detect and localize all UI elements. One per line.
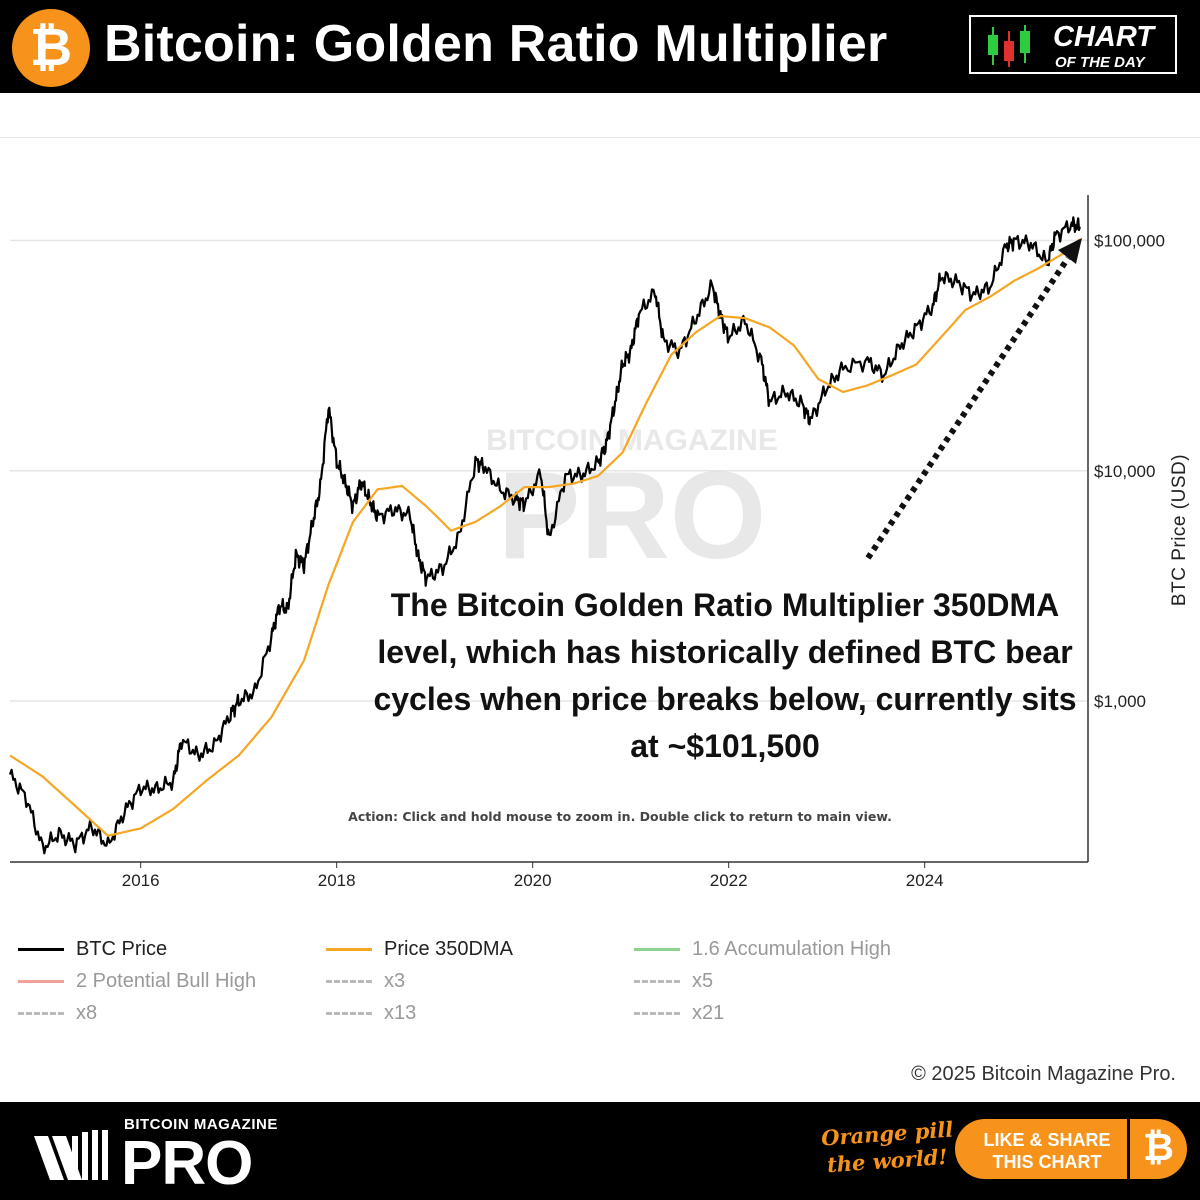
- bitcoin-logo-icon: ₿: [12, 9, 90, 87]
- watermark-text-main: PRO: [498, 447, 767, 585]
- share-line1: LIKE & SHARE: [983, 1130, 1111, 1150]
- legend-item[interactable]: 1.6 Accumulation High: [634, 938, 891, 961]
- footer-bar: BITCOIN MAGAZINE PRO Orange pill the wor…: [0, 1102, 1200, 1200]
- x-tick-label: 2016: [122, 871, 160, 890]
- legend-item[interactable]: Price 350DMA: [326, 938, 513, 961]
- annotation-arrow-line: [865, 256, 1071, 560]
- legend-item[interactable]: x3: [326, 970, 405, 993]
- dma-350-line: [9, 238, 1081, 837]
- annotation-arrowhead-icon: [1058, 238, 1082, 264]
- legend-swatch: [326, 980, 372, 983]
- legend-swatch: [326, 948, 372, 951]
- x-tick-label: 2022: [710, 871, 748, 890]
- legend-swatch: [634, 980, 680, 983]
- legend-item[interactable]: x21: [634, 1002, 724, 1025]
- legend-item[interactable]: x5: [634, 970, 713, 993]
- legend-label: x21: [692, 1002, 725, 1024]
- divider: [0, 137, 1200, 138]
- legend-item[interactable]: BTC Price: [18, 938, 167, 961]
- legend-swatch: [634, 1012, 680, 1015]
- legend-label: x3: [384, 970, 406, 992]
- legend-label: x5: [692, 970, 714, 992]
- legend-item[interactable]: 2 Potential Bull High: [18, 970, 256, 993]
- x-tick-label: 2018: [318, 871, 356, 890]
- page-title: Bitcoin: Golden Ratio Multiplier: [104, 15, 888, 73]
- legend-swatch: [326, 1012, 372, 1015]
- legend-swatch: [634, 948, 680, 951]
- like-share-button[interactable]: LIKE & SHARE THIS CHART ₿: [955, 1119, 1187, 1179]
- footer-brand-pro: PRO: [121, 1129, 253, 1198]
- legend-swatch: [18, 980, 64, 983]
- share-line2: THIS CHART: [992, 1152, 1102, 1172]
- y-tick-label: $1,000: [1094, 692, 1146, 711]
- y-tick-label: $10,000: [1094, 462, 1155, 481]
- x-tick-label: 2024: [906, 871, 944, 890]
- chart-of-the-day-badge: CHART OF THE DAY: [969, 15, 1177, 74]
- copyright: © 2025 Bitcoin Magazine Pro.: [911, 1063, 1176, 1085]
- bitcoin-magazine-logo-icon: [34, 1130, 108, 1180]
- legend-label: x13: [384, 1002, 417, 1024]
- legend-label: 1.6 Accumulation High: [692, 938, 892, 960]
- y-axis-title: BTC Price (USD): [1169, 453, 1190, 607]
- btc-price-line: [8, 216, 1081, 855]
- header-bar: ₿ Bitcoin: Golden Ratio Multiplier CHART…: [0, 0, 1200, 93]
- chart-annotation: The Bitcoin Golden Ratio Multiplier 350D…: [373, 587, 1077, 764]
- zoom-hint: Action: Click and hold mouse to zoom in.…: [348, 809, 892, 824]
- y-tick-label: $100,000: [1094, 232, 1165, 251]
- legend-label: BTC Price: [76, 938, 168, 960]
- candlestick-icon: [988, 25, 1030, 67]
- watermark-text-top: BITCOIN MAGAZINE: [486, 424, 778, 457]
- legend-label: Price 350DMA: [384, 938, 513, 960]
- legend-label: 2 Potential Bull High: [76, 970, 257, 992]
- x-tick-label: 2020: [514, 871, 552, 890]
- legend-swatch: [18, 948, 64, 951]
- legend-swatch: [18, 1012, 64, 1015]
- bitcoin-icon: ₿: [1143, 1125, 1174, 1169]
- tagline: Orange pill the world!: [820, 1115, 956, 1178]
- share-divider: [1127, 1119, 1130, 1179]
- legend-label: x8: [76, 1002, 98, 1024]
- footer-brand-top: BITCOIN MAGAZINE: [124, 1116, 278, 1133]
- legend-item[interactable]: x13: [326, 1002, 416, 1025]
- legend-item[interactable]: x8: [18, 1002, 97, 1025]
- badge-line2: OF THE DAY: [1055, 54, 1145, 71]
- badge-line1: CHART: [1053, 21, 1154, 53]
